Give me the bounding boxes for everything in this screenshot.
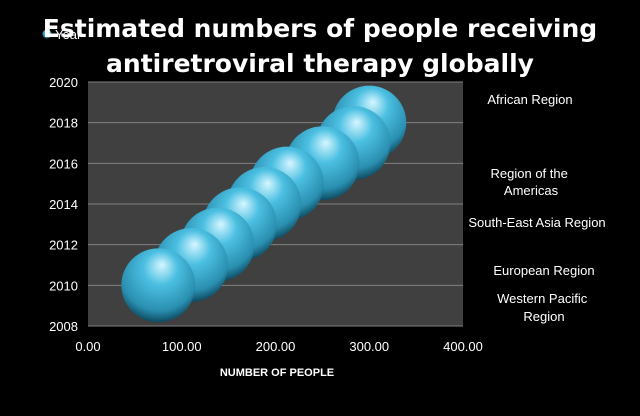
y-tick-label: 2010	[49, 278, 78, 293]
chart-title-line-2: antiretroviral therapy globally	[106, 49, 534, 78]
y-tick-label: 2012	[49, 238, 78, 253]
x-tick-label: 400.00	[443, 339, 483, 354]
x-tick-label: 200.00	[256, 339, 296, 354]
y-tick-label: 2014	[49, 197, 78, 212]
x-axis-title: NUMBER OF PEOPLE	[220, 367, 334, 379]
y-tick-label: 2020	[49, 75, 78, 90]
x-tick-label: 300.00	[349, 339, 389, 354]
legend-label: Year	[55, 27, 82, 42]
y-tick-label: 2008	[49, 319, 78, 334]
y-axis-ticks: 2008 2010 2012 2014 2016 2018 2020	[49, 75, 78, 334]
legend-marker	[42, 29, 52, 39]
x-tick-label: 100.00	[162, 339, 202, 354]
side-label-south-east-asia: South-East Asia Region	[468, 215, 605, 230]
side-label-african-region: African Region	[487, 92, 572, 107]
bubbles	[121, 85, 407, 323]
y-tick-label: 2018	[49, 116, 78, 131]
side-label-european-region: European Region	[493, 263, 594, 278]
chart-title-line-1: Estimated numbers of people receiving	[43, 14, 597, 43]
side-label-americas: Region of the Americas	[491, 166, 572, 198]
side-label-western-pacific: Western Pacific Region	[497, 291, 591, 324]
y-tick-label: 2016	[49, 156, 78, 171]
x-tick-label: 0.00	[75, 339, 100, 354]
x-axis-ticks: 0.00 100.00 200.00 300.00 400.00	[75, 339, 483, 354]
bubble-point	[121, 248, 196, 323]
